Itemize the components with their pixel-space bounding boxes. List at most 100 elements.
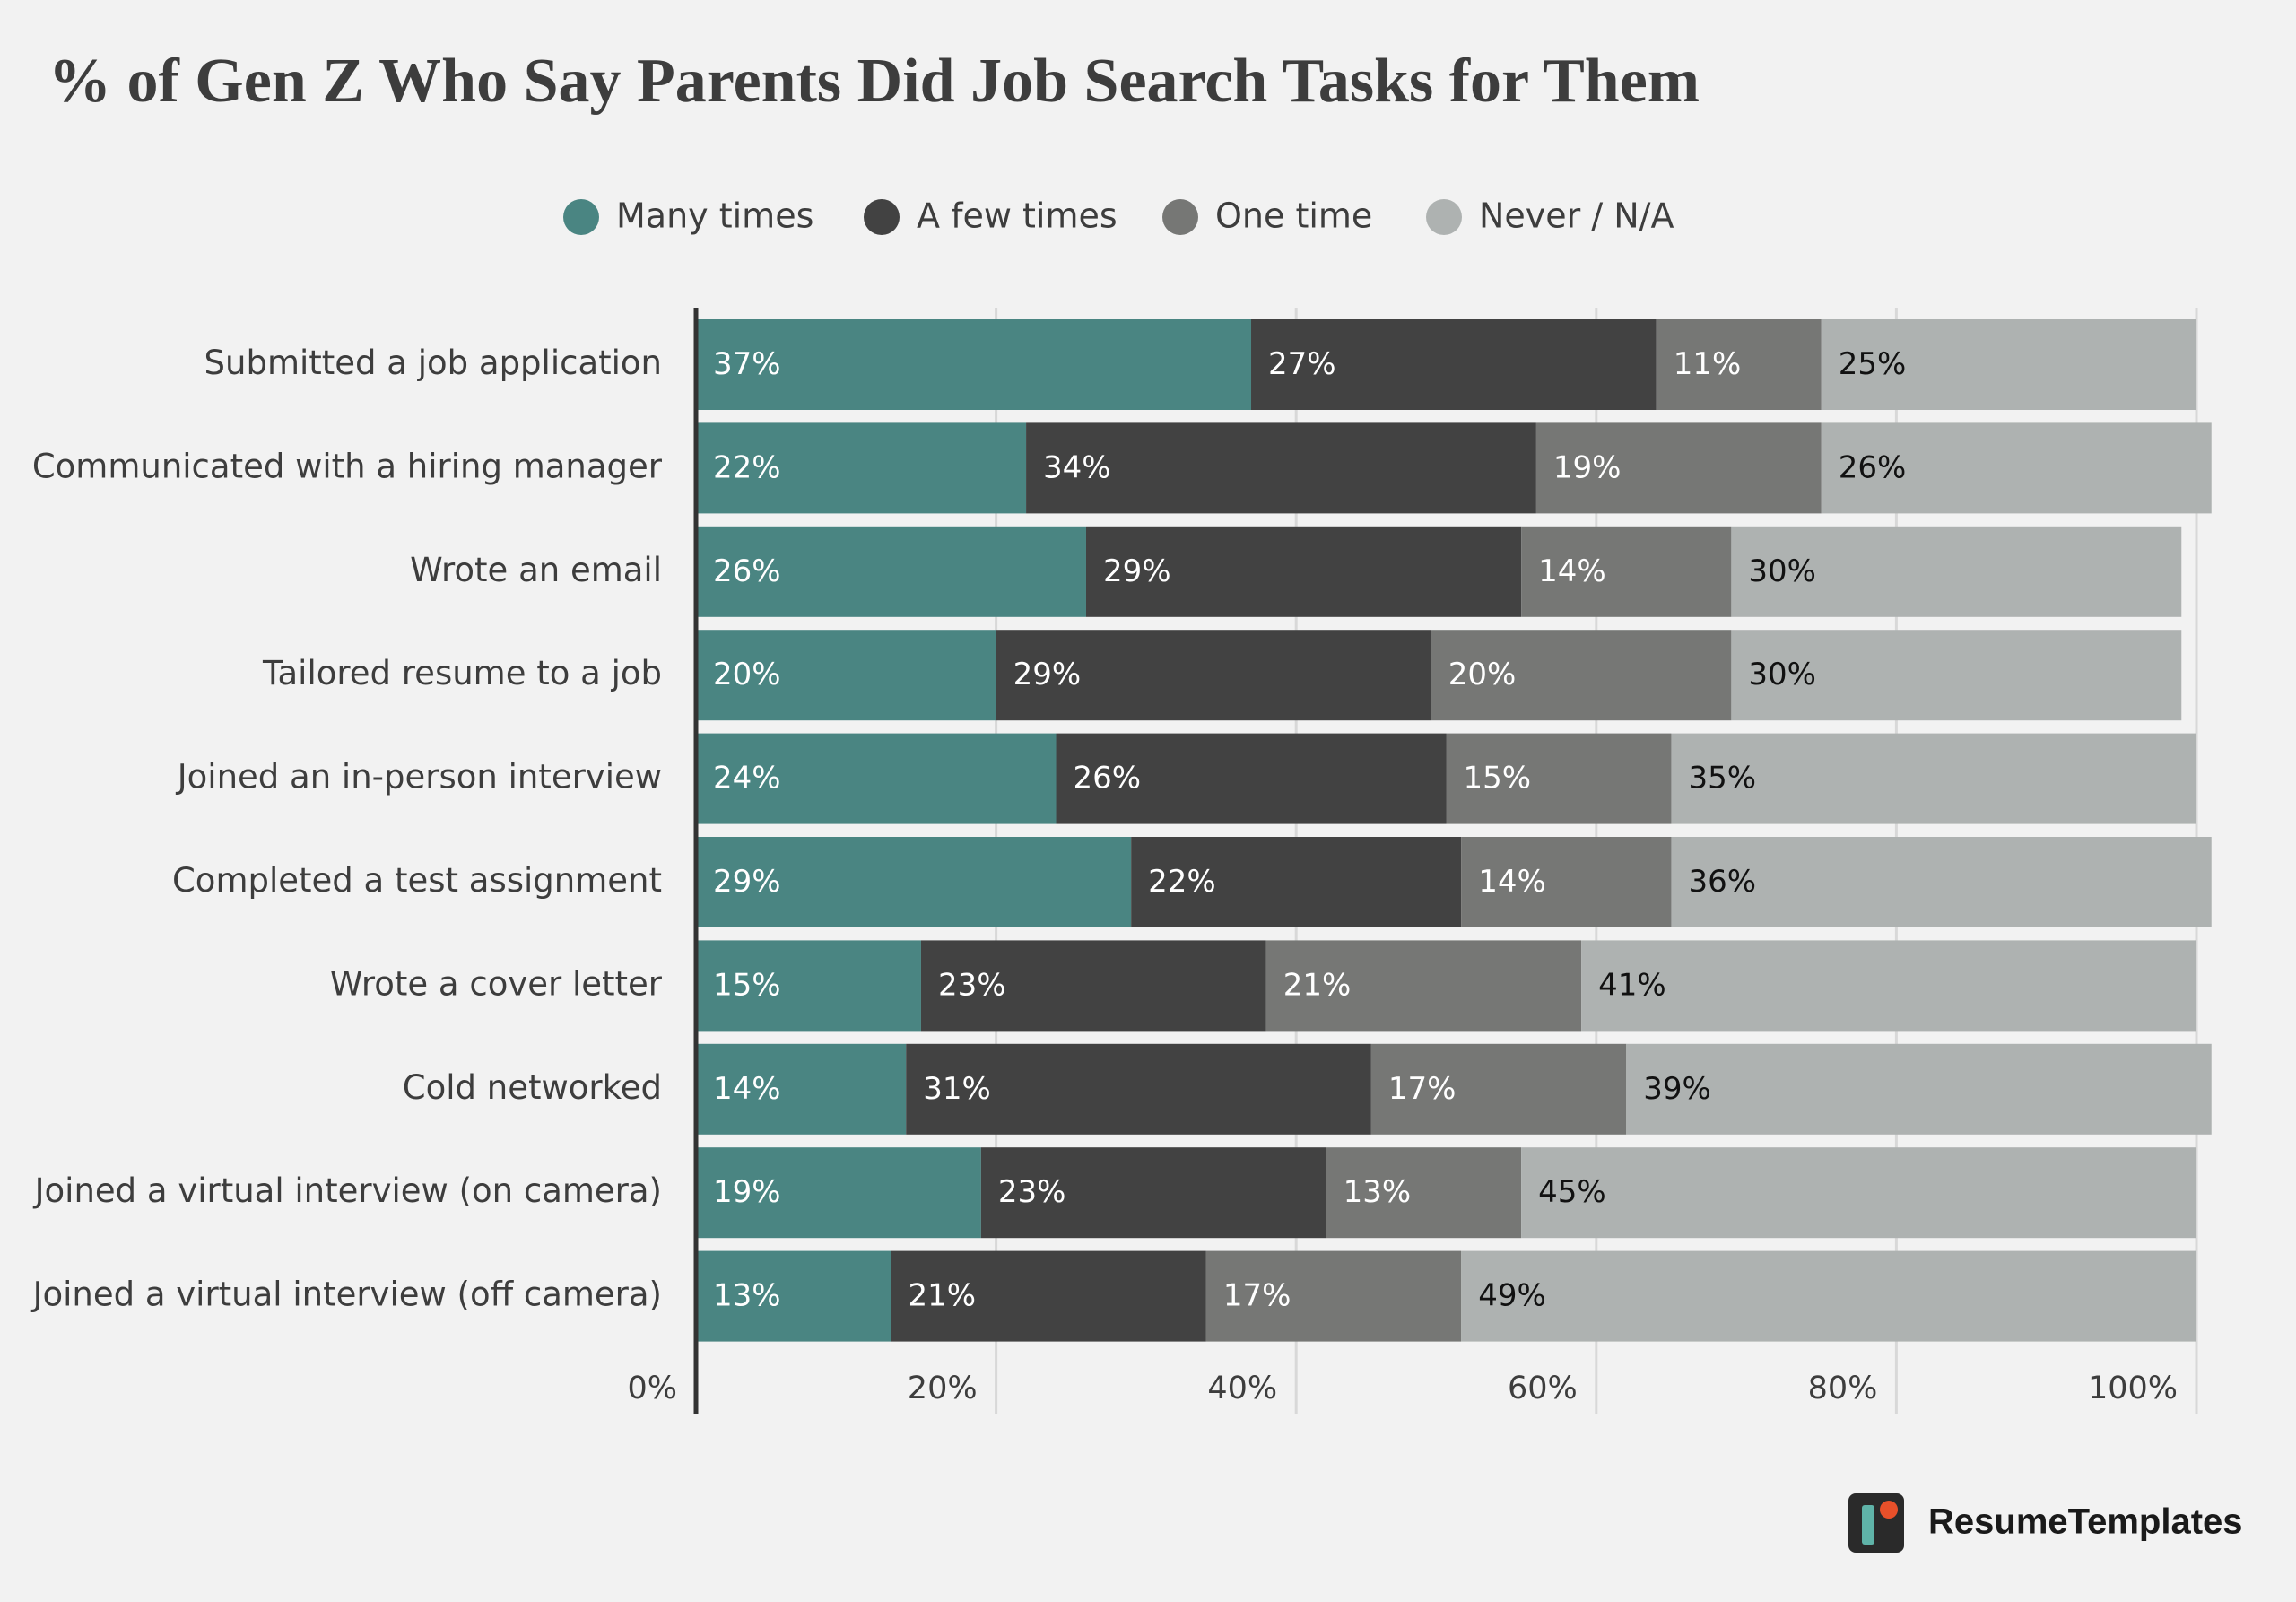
bar-segment [1205,1250,1462,1342]
bar-segment [920,940,1266,1032]
bar-segment [696,1250,891,1342]
data-label: 23% [998,1174,1066,1210]
bar-segment [696,319,1252,410]
category-label: Communicated with a hiring manager [32,447,663,485]
data-label: 29% [1103,553,1171,589]
bar-segment [1461,837,1672,927]
bar-segment [696,422,1027,514]
bar-segment [1431,630,1732,721]
data-label: 20% [1448,657,1517,692]
legend-swatch [1426,199,1462,235]
data-label: 19% [1553,449,1622,485]
legend-label: One time [1215,196,1372,236]
bar-segment [696,940,921,1032]
data-label: 20% [713,657,781,692]
data-label: 19% [713,1174,781,1210]
data-label: 36% [1688,864,1756,900]
bar-segment [891,1250,1206,1342]
x-tick-label: 100% [2088,1371,2178,1406]
bar-segment [1026,422,1536,514]
x-tick-label: 40% [1207,1371,1277,1406]
category-label: Joined an in-person interview [176,758,662,797]
legend-label: Never / N/A [1479,196,1674,236]
bar-segment [1056,733,1447,824]
data-label: 26% [1839,449,1907,485]
bar-segment [1085,526,1522,617]
logo-dot [1880,1501,1898,1519]
data-label: 27% [1268,346,1336,382]
data-label: 45% [1538,1174,1606,1210]
bar-segment [1535,422,1822,514]
bar-segment [1821,319,2196,410]
data-label: 30% [1748,553,1816,589]
category-label: Submitted a job application [204,344,662,382]
category-label: Completed a test assignment [172,861,662,900]
category-label: Joined a virtual interview (off camera) [31,1276,662,1314]
bar-segment [980,1147,1326,1239]
data-label: 29% [1013,657,1082,692]
data-label: 14% [1478,864,1546,900]
bar-segment [1581,940,2196,1032]
legend-swatch [864,199,900,235]
data-label: 21% [908,1278,976,1314]
logo-bar [1862,1505,1874,1545]
data-label: 34% [1043,449,1111,485]
data-label: 26% [713,553,781,589]
x-tick-label: 20% [908,1371,978,1406]
bar-segment [1671,733,2196,824]
bar-segment [996,630,1431,721]
category-label: Wrote an email [410,551,662,589]
data-label: 17% [1388,1071,1457,1107]
data-label: 29% [713,864,781,900]
data-label: 14% [1538,553,1606,589]
bar-segment [696,526,1086,617]
bar-segment [1251,319,1657,410]
bar-segment [696,630,996,721]
legend-swatch [563,199,599,235]
data-label: 35% [1688,761,1756,797]
data-label: 17% [1223,1278,1292,1314]
bar-segment [1821,422,2212,514]
bar-segment [1731,526,2182,617]
bar-segment [1671,837,2212,927]
bar-segment [1731,630,2182,721]
brand-logo: ResumeTemplates [1848,1493,2243,1553]
bar-segment [696,1147,981,1239]
bar-segment [1131,837,1462,927]
bar-segment [696,733,1057,824]
bar-segment [1370,1043,1627,1135]
data-label: 23% [938,967,1006,1003]
bar-segment [696,837,1132,927]
bar-segment [1626,1043,2212,1135]
data-label: 31% [923,1071,991,1107]
data-label: 21% [1283,967,1352,1003]
x-tick-label: 0% [627,1371,677,1406]
data-label: 24% [713,761,781,797]
category-label: Cold networked [403,1068,662,1107]
bars: Submitted a job application 37% 27% 11% 25% C… [31,319,2212,1342]
data-label: 13% [1344,1174,1412,1210]
chart-title: % of Gen Z Who Say Parents Did Job Searc… [48,47,1700,116]
category-label: Wrote a cover letter [330,964,663,1003]
x-tick-label: 60% [1508,1371,1578,1406]
bar-segment [1521,1147,2196,1239]
bar-segment [906,1043,1371,1135]
data-label: 22% [1148,864,1216,900]
data-label: 11% [1674,346,1742,382]
legend-label: Many times [616,196,813,236]
data-label: 39% [1643,1071,1711,1107]
data-label: 41% [1598,967,1666,1003]
brand-name: ResumeTemplates [1928,1502,2243,1542]
data-label: 49% [1478,1278,1546,1314]
data-label: 26% [1074,761,1142,797]
data-label: 25% [1839,346,1907,382]
bar-segment [1461,1250,2196,1342]
data-label: 15% [1464,761,1532,797]
data-label: 14% [713,1071,781,1107]
x-tick-label: 80% [1808,1371,1878,1406]
data-label: 13% [713,1278,781,1314]
legend-label: A few times [917,196,1118,236]
bar-segment [1265,940,1582,1032]
category-label: Tailored resume to a job [262,654,662,692]
